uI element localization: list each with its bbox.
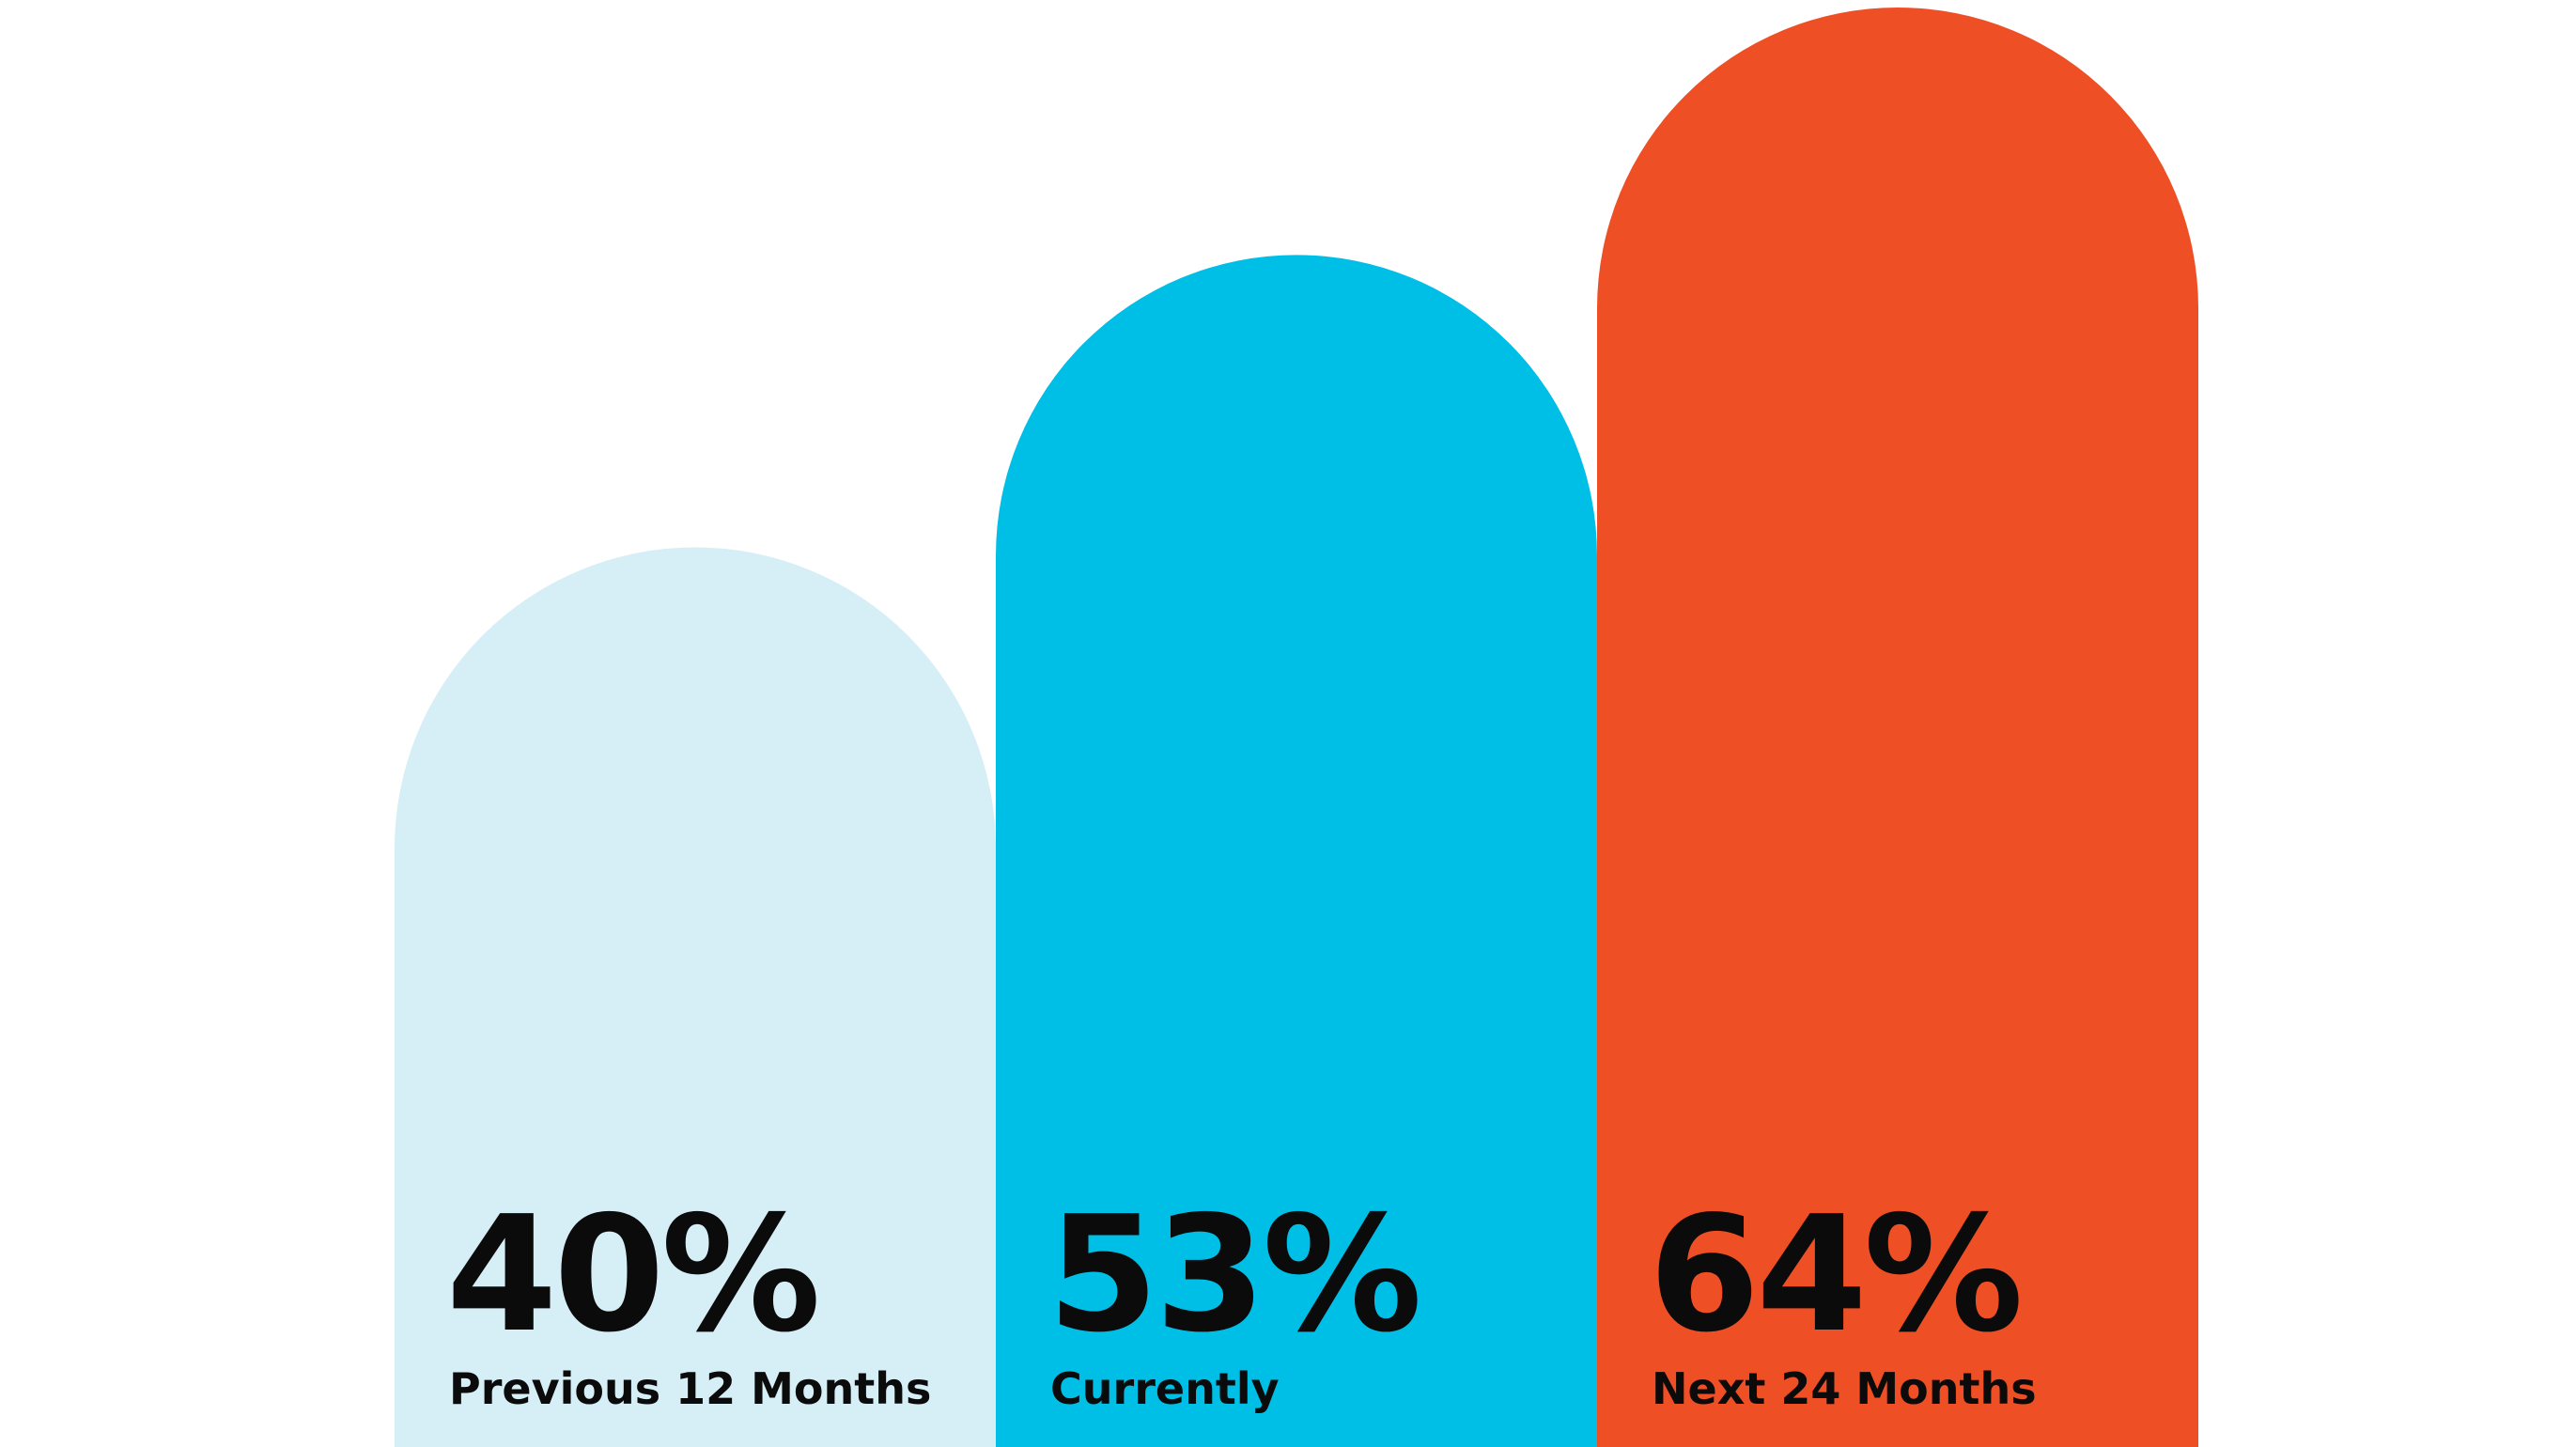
bar-3 xyxy=(1597,8,2198,1447)
category-label-3: Next 24 Months xyxy=(1652,1363,2037,1414)
bar-value-label-3: 64% xyxy=(1649,1182,2020,1368)
bar-1 xyxy=(395,547,996,1447)
category-label-2: Currently xyxy=(1050,1363,1280,1414)
bar-group-3: 64%Next 24 Months xyxy=(1597,8,2198,1447)
category-label-1: Previous 12 Months xyxy=(449,1363,931,1414)
bar-value-label-2: 53% xyxy=(1047,1182,1419,1368)
bar-2 xyxy=(996,255,1597,1447)
bar-value-label-1: 40% xyxy=(446,1182,817,1368)
bar-group-2: 53%Currently xyxy=(996,255,1597,1447)
bar-group-1: 40%Previous 12 Months xyxy=(395,547,996,1447)
